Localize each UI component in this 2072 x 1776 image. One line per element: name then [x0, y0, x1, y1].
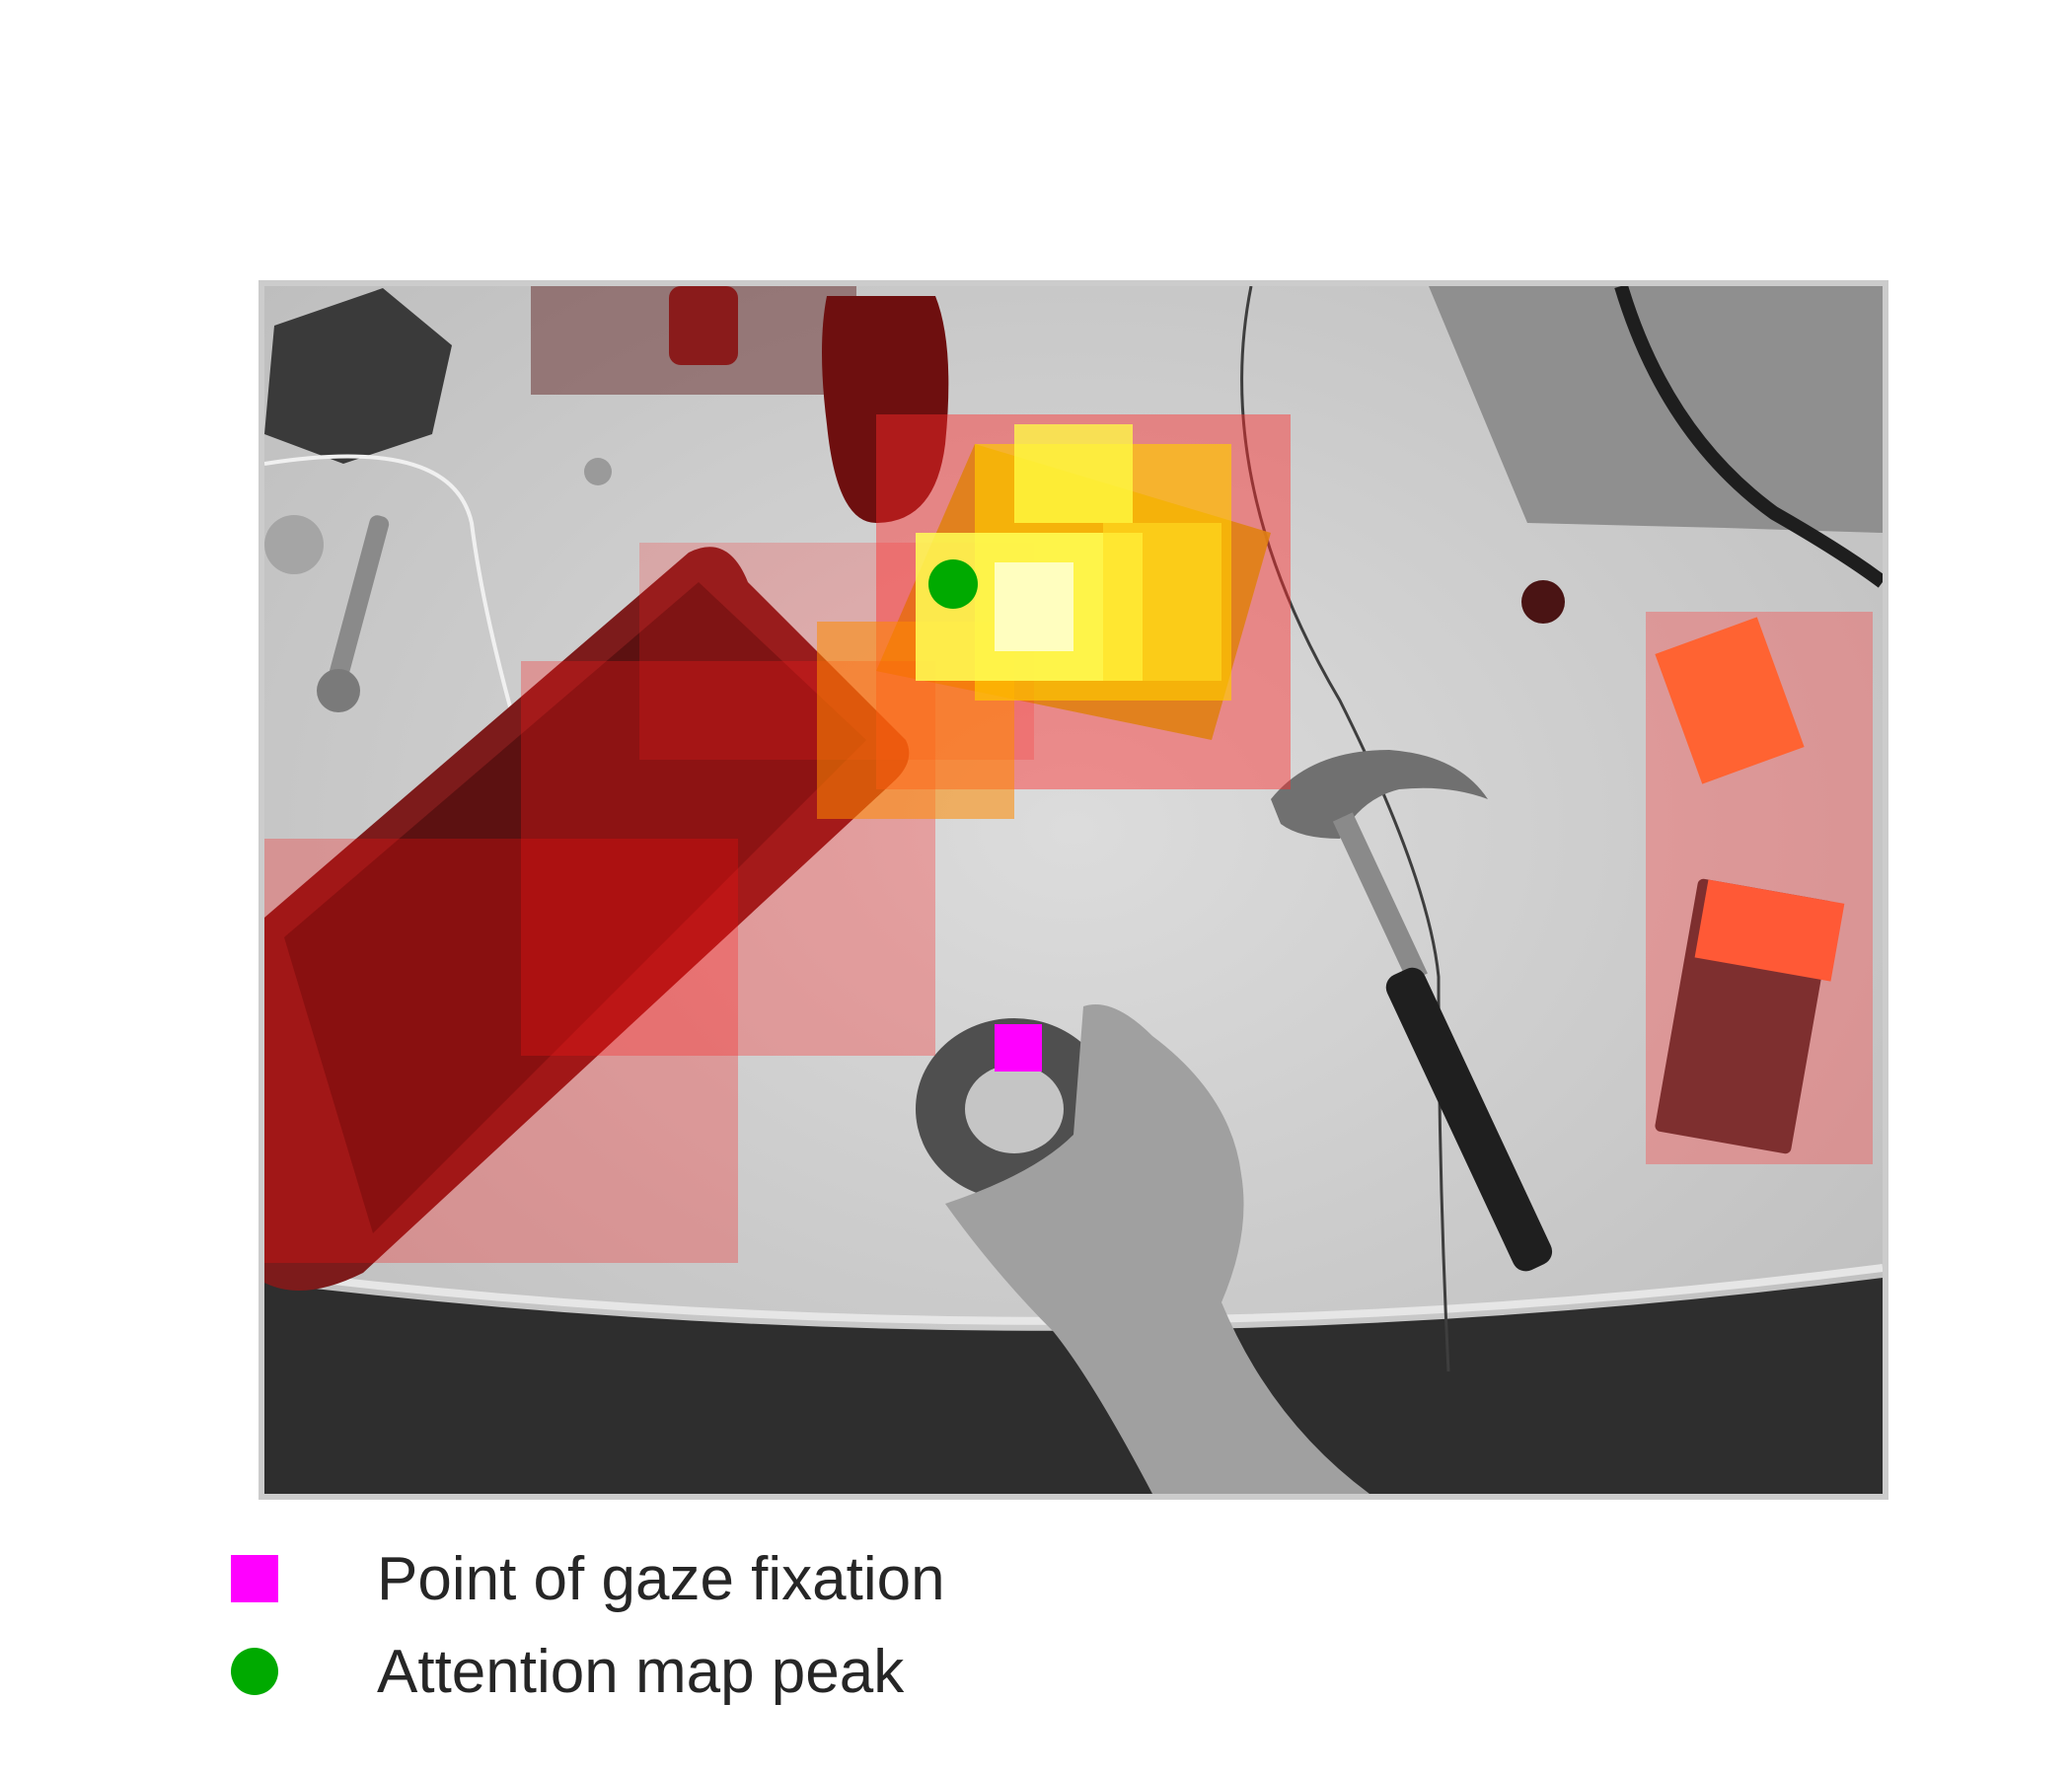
attention-circle-icon [231, 1648, 278, 1695]
attention-peak-marker [928, 559, 978, 609]
legend-item-attention: Attention map peak [231, 1632, 904, 1711]
device-object [264, 288, 452, 464]
legend-item-gaze: Point of gaze fixation [231, 1539, 945, 1618]
scene-photo [264, 286, 1883, 1494]
legend: Point of gaze fixation Attention map pea… [231, 1539, 1119, 1737]
wrench [317, 515, 390, 712]
book [1655, 878, 1845, 1154]
legend-label-attention: Attention map peak [377, 1637, 905, 1706]
gaze-square-icon [231, 1555, 278, 1602]
gaze-fixation-marker [995, 1024, 1042, 1072]
hand [945, 1004, 1369, 1494]
small-disk [584, 458, 612, 485]
cable-right [1240, 286, 1450, 1372]
floor-shadow [264, 1278, 1883, 1494]
monitor-base [1429, 286, 1883, 533]
orange-package [1655, 617, 1805, 784]
dark-knob [1521, 580, 1565, 624]
hammer [1271, 750, 1553, 1272]
keyboard [264, 547, 910, 1291]
coin [264, 515, 324, 574]
bottles [531, 286, 949, 523]
attention-figure [259, 280, 1888, 1500]
monitor-cable [1614, 286, 1883, 588]
legend-label-gaze: Point of gaze fixation [377, 1544, 945, 1613]
